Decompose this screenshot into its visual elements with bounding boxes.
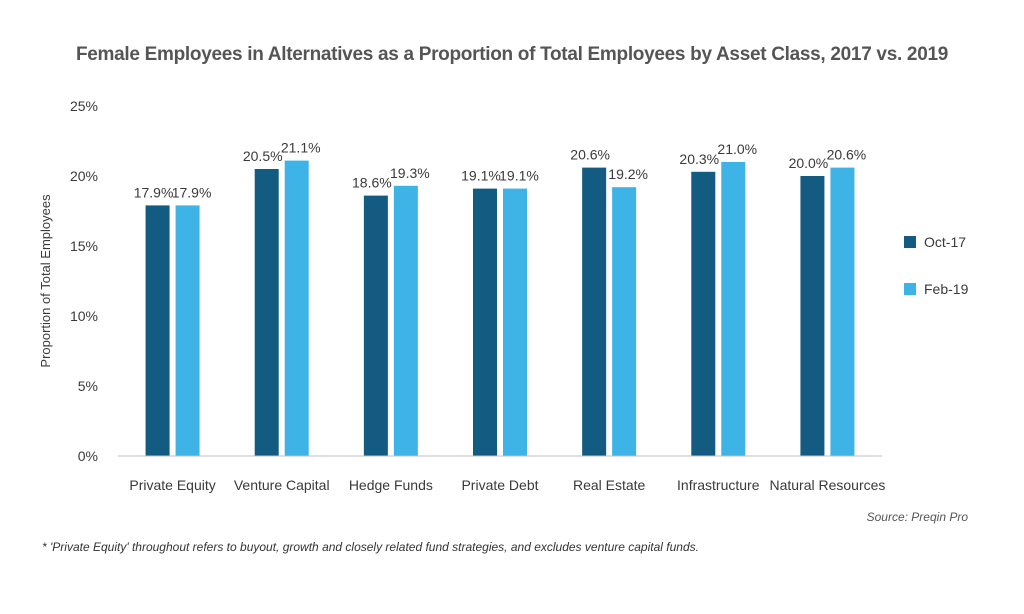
y-axis-label: Proportion of Total Employees <box>38 194 53 368</box>
category-label: Private Equity <box>129 477 215 493</box>
bar-oct17 <box>473 188 497 456</box>
bar-feb19 <box>612 187 637 456</box>
y-tick-label: 25% <box>70 98 98 114</box>
data-label: 21.0% <box>717 141 757 157</box>
footnote: * 'Private Equity' throughout refers to … <box>42 540 699 554</box>
y-tick-label: 15% <box>70 238 98 254</box>
chart-title: Female Employees in Alternatives as a Pr… <box>75 44 948 65</box>
source-note: Source: Preqin Pro <box>866 510 968 524</box>
bar-feb19 <box>503 188 527 456</box>
data-label: 19.3% <box>390 165 430 181</box>
y-tick-label: 5% <box>78 378 98 394</box>
legend-item-feb19: Feb-19 <box>904 279 968 299</box>
bar-oct17 <box>582 167 607 456</box>
data-label: 20.3% <box>679 151 719 167</box>
legend-swatch-feb19 <box>904 283 916 295</box>
data-label: 21.1% <box>281 140 321 156</box>
legend-item-oct17: Oct-17 <box>904 232 968 252</box>
data-label: 20.6% <box>827 147 867 163</box>
bar-feb19 <box>393 185 418 457</box>
data-label: 19.1% <box>499 168 539 184</box>
y-tick-label: 10% <box>70 308 98 324</box>
data-labels: 17.9%17.9% 20.5%21.1% 18.6%19.3% 19.1%19.1%… <box>134 140 867 201</box>
bar-oct17 <box>254 169 279 456</box>
data-label: 17.9% <box>172 184 212 200</box>
legend: Oct-17 Feb-19 <box>904 232 968 326</box>
bar-feb19 <box>830 167 855 456</box>
bar-feb19 <box>175 205 200 456</box>
bar-feb19 <box>721 162 746 456</box>
data-label: 20.6% <box>570 147 610 163</box>
y-axis-ticks: 0% 5% 10% 15% 20% 25% <box>70 98 98 464</box>
y-tick-label: 0% <box>78 448 98 464</box>
data-label: 17.9% <box>134 184 174 200</box>
legend-swatch-oct17 <box>904 236 916 248</box>
data-label: 19.1% <box>461 168 501 184</box>
bar-oct17 <box>145 205 170 456</box>
legend-label-oct17: Oct-17 <box>924 234 967 250</box>
data-label: 20.0% <box>789 155 829 171</box>
bars <box>145 160 855 457</box>
category-label: Private Debt <box>461 477 538 493</box>
category-label: Venture Capital <box>234 477 330 493</box>
data-label: 18.6% <box>352 175 392 191</box>
category-label: Infrastructure <box>677 477 760 493</box>
x-axis-categories: Private Equity Venture Capital Hedge Funds… <box>129 477 885 493</box>
data-label: 20.5% <box>243 148 283 164</box>
legend-label-feb19: Feb-19 <box>924 281 969 297</box>
y-tick-label: 20% <box>70 168 98 184</box>
category-label: Natural Resources <box>769 477 885 493</box>
bar-oct17 <box>691 171 716 457</box>
category-label: Hedge Funds <box>349 477 433 493</box>
data-label: 19.2% <box>608 166 648 182</box>
bar-feb19 <box>284 160 309 456</box>
category-label: Real Estate <box>573 477 646 493</box>
bar-oct17 <box>363 195 388 456</box>
bar-oct17 <box>800 176 825 456</box>
